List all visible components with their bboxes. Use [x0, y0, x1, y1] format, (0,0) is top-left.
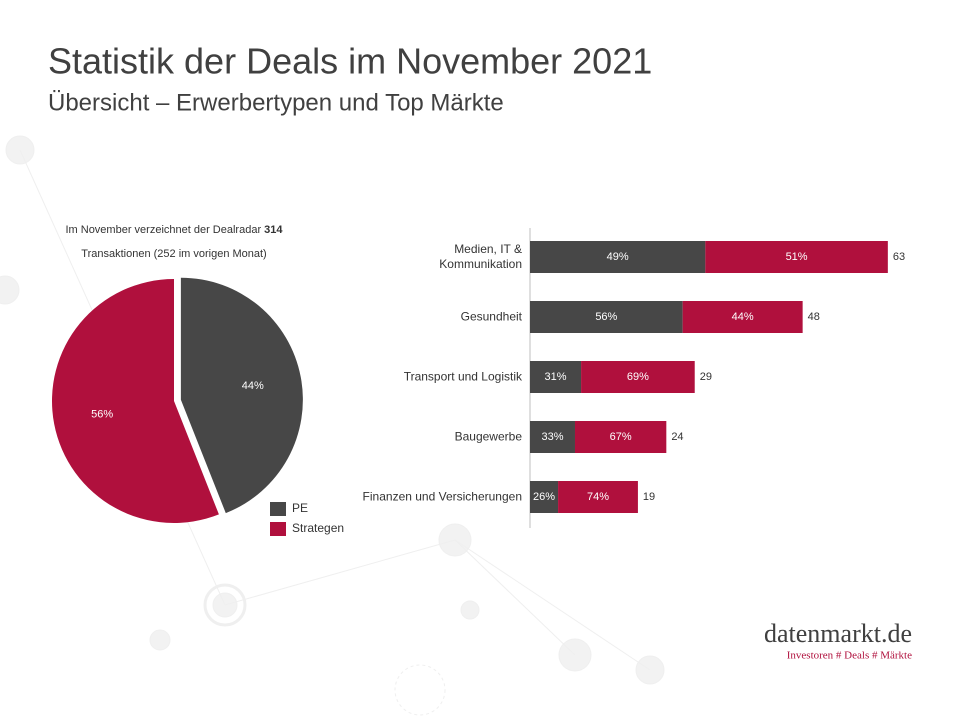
- note-line-1: Im November verzeichnet der Dealradar 31…: [65, 224, 283, 236]
- subtitle: Übersicht – Erwerbertypen und Top Märkte: [48, 89, 504, 116]
- bar-segment: [574, 421, 667, 453]
- logo-name: datenmarkt.de: [764, 619, 912, 648]
- total-label: 29: [700, 371, 712, 383]
- segment-label: 56%: [595, 311, 617, 323]
- slice-label: 56%: [91, 409, 113, 421]
- bar-segment: [558, 481, 638, 513]
- total-label: 24: [671, 431, 683, 443]
- category-label: Medien, IT & Kommunikation: [439, 242, 522, 271]
- pie-slice: [180, 277, 303, 514]
- bar-segment: [705, 241, 888, 273]
- legend-swatch: [270, 522, 286, 536]
- total-label: 48: [808, 311, 820, 323]
- legend-label: PE: [292, 501, 308, 515]
- segment-label: 31%: [545, 371, 567, 383]
- legend-swatch: [270, 502, 286, 516]
- bar-segment: [530, 241, 706, 273]
- category-label: Finanzen und Versicherungen: [362, 489, 522, 504]
- bar-segment: [581, 361, 695, 393]
- bar-segment: [530, 481, 559, 513]
- segment-label: 49%: [607, 251, 629, 263]
- segment-label: 26%: [533, 491, 555, 503]
- segment-label: 51%: [786, 251, 808, 263]
- bar-segment: [682, 301, 803, 333]
- segment-label: 44%: [732, 311, 754, 323]
- legend-label: Strategen: [292, 521, 344, 535]
- note-text: Im November verzeichnet der Dealradar: [65, 224, 261, 236]
- segment-label: 67%: [610, 431, 632, 443]
- bar-segment: [530, 361, 582, 393]
- segment-label: 74%: [587, 491, 609, 503]
- category-label: Transport und Logistik: [403, 369, 522, 384]
- category-label: Baugewerbe: [454, 429, 522, 444]
- category-label: Gesundheit: [460, 309, 522, 324]
- logo-tagline: Investoren # Deals # Märkte: [787, 650, 912, 662]
- bar-segment: [530, 421, 575, 453]
- bar-segment: [530, 301, 683, 333]
- title: Statistik der Deals im November 2021: [48, 41, 652, 82]
- segment-label: 69%: [627, 371, 649, 383]
- total-label: 19: [643, 491, 655, 503]
- slice-label: 44%: [242, 380, 264, 392]
- note-number: 314: [264, 224, 283, 236]
- note-line-2: Transaktionen (252 im vorigen Monat): [81, 248, 266, 260]
- total-label: 63: [893, 251, 905, 263]
- pie-slice: [52, 279, 219, 523]
- segment-label: 33%: [541, 431, 563, 443]
